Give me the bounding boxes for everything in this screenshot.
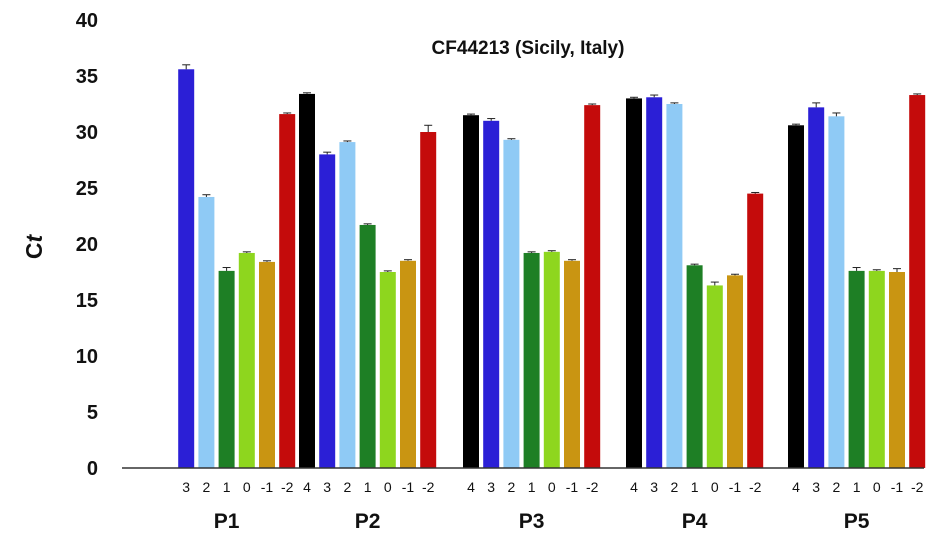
y-tick-label: 5 xyxy=(87,402,98,424)
y-tick-label: 10 xyxy=(76,346,98,368)
bar-tick-label: 4 xyxy=(303,479,311,495)
bar xyxy=(178,69,195,468)
bar xyxy=(463,115,479,468)
bar xyxy=(564,260,580,468)
bar-tick-label: 0 xyxy=(711,479,719,495)
bar xyxy=(686,265,703,468)
bar-tick-label: -2 xyxy=(749,479,762,495)
bar xyxy=(626,98,642,469)
bar-tick-label: -1 xyxy=(891,479,904,495)
bar-tick-label: 2 xyxy=(344,479,352,495)
bar-tick-label: 3 xyxy=(487,479,495,495)
bar xyxy=(400,260,416,468)
y-axis-label-main: C xyxy=(21,243,47,260)
group-label: P3 xyxy=(519,510,545,533)
bar xyxy=(543,251,560,468)
bar xyxy=(218,270,235,468)
bar xyxy=(319,154,336,468)
bar xyxy=(828,116,845,468)
bar xyxy=(747,193,764,468)
bar xyxy=(279,114,296,468)
bar-tick-label: 4 xyxy=(467,479,475,495)
bar xyxy=(848,270,865,468)
bar xyxy=(889,272,905,468)
bar xyxy=(909,95,926,468)
bar xyxy=(868,270,885,468)
bar xyxy=(420,132,437,468)
bars xyxy=(178,64,926,469)
bar-tick-label: 2 xyxy=(508,479,516,495)
bar xyxy=(706,285,723,468)
y-axis-ticks: 0 5 10 15 20 25 30 35 40 xyxy=(76,10,98,480)
y-tick-label: 15 xyxy=(76,290,98,312)
y-axis-label-italic: t xyxy=(21,234,47,243)
group-label: P1 xyxy=(214,510,240,533)
bar-tick-label: -1 xyxy=(261,479,274,495)
bar xyxy=(646,97,663,468)
bar-tick-label: 0 xyxy=(548,479,556,495)
y-tick-label: 0 xyxy=(87,458,98,480)
bar-tick-label: 3 xyxy=(650,479,658,495)
bar-tick-label: 4 xyxy=(792,479,800,495)
bar xyxy=(359,224,376,468)
bar-tick-label: -1 xyxy=(729,479,742,495)
group-label: P4 xyxy=(682,510,708,533)
y-tick-label: 20 xyxy=(76,234,98,256)
bar-tick-label: 1 xyxy=(364,479,372,495)
bar xyxy=(727,275,743,468)
group-labels: P1 P2 P3 P4 P5 xyxy=(214,510,870,533)
bar-tick-label: -2 xyxy=(586,479,599,495)
bar xyxy=(339,142,356,468)
bar xyxy=(808,107,825,469)
bar-tick-label: 3 xyxy=(323,479,331,495)
bar-tick-label: 1 xyxy=(853,479,861,495)
bar xyxy=(198,196,215,468)
chart-title: CF44213 (Sicily, Italy) xyxy=(432,38,625,59)
bar-tick-label: 0 xyxy=(384,479,392,495)
bar-tick-label: 3 xyxy=(182,479,190,495)
bar-tick-label: -2 xyxy=(422,479,435,495)
bar-tick-label: 1 xyxy=(223,479,231,495)
bar-tick-label: -2 xyxy=(281,479,294,495)
bar xyxy=(788,125,804,468)
bar xyxy=(259,261,275,468)
y-tick-label: 40 xyxy=(76,10,98,32)
bar-tick-label: 1 xyxy=(691,479,699,495)
bar xyxy=(666,104,683,468)
bar-tick-label: 2 xyxy=(203,479,211,495)
bar xyxy=(483,120,500,469)
bar-tick-label: 1 xyxy=(528,479,536,495)
bar-tick-label: 2 xyxy=(671,479,679,495)
group-label: P5 xyxy=(844,510,870,533)
bar xyxy=(523,252,540,468)
bar xyxy=(299,93,315,469)
bar-tick-label: 4 xyxy=(630,479,638,495)
bar xyxy=(584,105,601,469)
y-tick-label: 30 xyxy=(76,122,98,144)
bar-tick-label: -1 xyxy=(566,479,579,495)
bar-tick-labels: 3 2 1 0 -1 -2 4 3 2 1 0 -1 -2 4 3 2 1 0 -1 -2 4 3 2 1 0 -1 -2 4 3 2 1 0… xyxy=(182,479,923,495)
bar-tick-label: -2 xyxy=(911,479,924,495)
y-tick-label: 25 xyxy=(76,178,98,200)
bar-tick-label: 0 xyxy=(873,479,881,495)
bar-tick-label: 3 xyxy=(812,479,820,495)
group-label: P2 xyxy=(355,510,381,533)
bar xyxy=(238,252,255,468)
bar xyxy=(379,272,396,468)
bar-tick-label: 2 xyxy=(833,479,841,495)
y-axis-label: Ct xyxy=(21,234,47,260)
bar-tick-label: -1 xyxy=(402,479,415,495)
bar-tick-label: 0 xyxy=(243,479,251,495)
bar xyxy=(503,139,520,468)
y-tick-label: 35 xyxy=(76,66,98,88)
